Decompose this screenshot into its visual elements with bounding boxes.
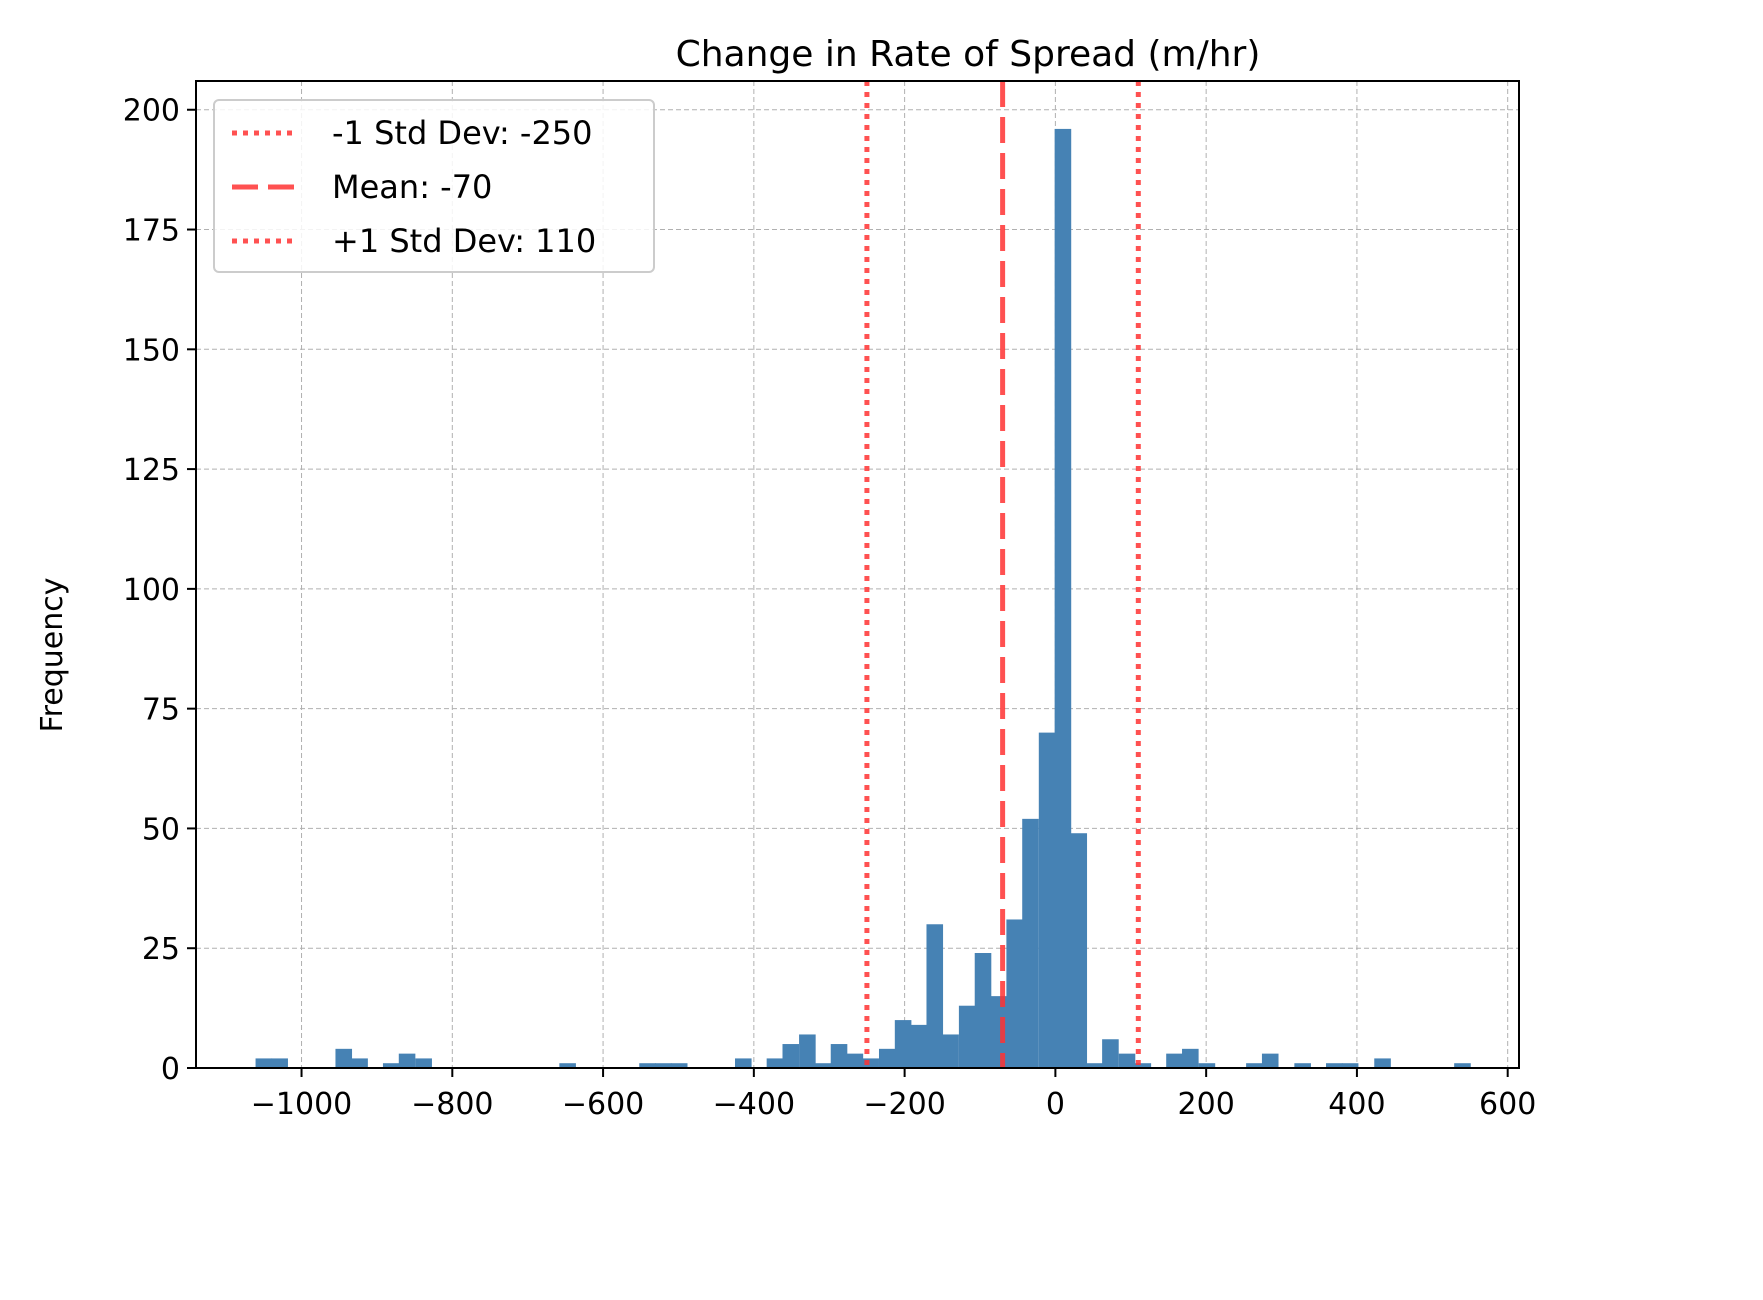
histogram-bar	[942, 1034, 959, 1068]
legend-label: -1 Std Dev: -250	[332, 114, 593, 152]
histogram-bar	[1454, 1063, 1471, 1068]
histogram-bar	[862, 1058, 879, 1068]
y-tick-label: 175	[123, 214, 180, 249]
y-tick-label: 25	[142, 932, 180, 967]
histogram-bar	[639, 1063, 656, 1068]
histogram-bar	[1261, 1053, 1279, 1068]
y-tick-label: 75	[142, 693, 180, 728]
histogram-bar	[846, 1053, 864, 1068]
histogram-bar	[398, 1053, 416, 1068]
histogram-bar	[1341, 1063, 1359, 1068]
histogram-bar	[1006, 919, 1023, 1068]
histogram-bar	[782, 1044, 800, 1068]
histogram-bar	[1294, 1063, 1311, 1068]
histogram-bar	[271, 1058, 288, 1068]
histogram-bar	[335, 1048, 353, 1068]
reference-lines	[864, 81, 1141, 1068]
x-tick-label: −200	[863, 1087, 945, 1122]
histogram-bar	[735, 1058, 752, 1068]
y-tick-label: 200	[123, 94, 180, 129]
y-axis-label: Frequency	[35, 578, 70, 733]
histogram-bar	[1054, 128, 1072, 1069]
histogram-bar	[974, 953, 992, 1068]
histogram-bar	[655, 1063, 672, 1068]
x-tick-label: −1000	[251, 1087, 352, 1122]
histogram-bar	[1102, 1039, 1119, 1068]
y-tick-label: 50	[142, 812, 180, 847]
histogram-bar	[926, 924, 944, 1068]
histogram-bar	[1374, 1058, 1391, 1068]
y-tick-label: 150	[123, 333, 180, 368]
legend-box	[213, 99, 655, 273]
x-tick-label: 400	[1328, 1087, 1385, 1122]
legend-label: +1 Std Dev: 110	[332, 222, 596, 260]
y-tick-label: 100	[123, 573, 180, 608]
histogram-bar	[1086, 1063, 1103, 1068]
histogram-bar	[766, 1058, 784, 1068]
histogram-bar	[1118, 1053, 1136, 1068]
x-tick-label: −400	[713, 1087, 795, 1122]
histogram-bar	[1166, 1053, 1183, 1068]
histogram-bar	[878, 1048, 896, 1068]
histogram-bar	[799, 1034, 816, 1068]
legend: -1 Std Dev: -250 Mean: -70 +1 Std Dev: 110	[213, 99, 655, 273]
histogram-bar	[1134, 1063, 1152, 1068]
x-tick-label: −800	[411, 1087, 493, 1122]
histogram-bar	[1038, 732, 1056, 1068]
histogram-bar	[1326, 1063, 1343, 1068]
histogram-bar	[1070, 833, 1088, 1068]
plot-frame	[195, 80, 1520, 1069]
x-tick-label: 200	[1178, 1087, 1235, 1122]
histogram-bars	[255, 128, 1471, 1069]
chart-title: Change in Rate of Spread (m/hr)	[676, 34, 1261, 75]
histogram-bar	[894, 1020, 912, 1068]
histogram-bar	[910, 1024, 928, 1068]
histogram-bar	[814, 1063, 832, 1068]
x-axis-ticks: −1000 −800 −600 −400 −200 0 200 400 600	[251, 1068, 1536, 1122]
histogram-bar	[382, 1063, 400, 1068]
histogram-bar	[1198, 1063, 1216, 1068]
histogram-bar	[1022, 818, 1039, 1068]
histogram-bar	[255, 1058, 273, 1068]
histogram-bar	[1182, 1048, 1199, 1068]
y-tick-label: 0	[161, 1052, 180, 1087]
y-tick-label: 125	[123, 453, 180, 488]
histogram-bar	[830, 1044, 848, 1068]
x-tick-label: 600	[1479, 1087, 1536, 1122]
x-tick-label: 0	[1046, 1087, 1065, 1122]
histogram-bar	[559, 1063, 576, 1068]
histogram-bar	[958, 1005, 976, 1068]
histogram-bar	[351, 1058, 368, 1068]
histogram-bar	[990, 996, 1008, 1068]
y-axis-ticks: 0 25 50 75 100 125 150 175 200	[123, 94, 196, 1087]
legend-label: Mean: -70	[332, 168, 492, 206]
histogram-bar	[670, 1063, 688, 1068]
x-tick-label: −600	[562, 1087, 644, 1122]
histogram-bar	[1246, 1063, 1263, 1068]
histogram-bar	[415, 1058, 432, 1068]
